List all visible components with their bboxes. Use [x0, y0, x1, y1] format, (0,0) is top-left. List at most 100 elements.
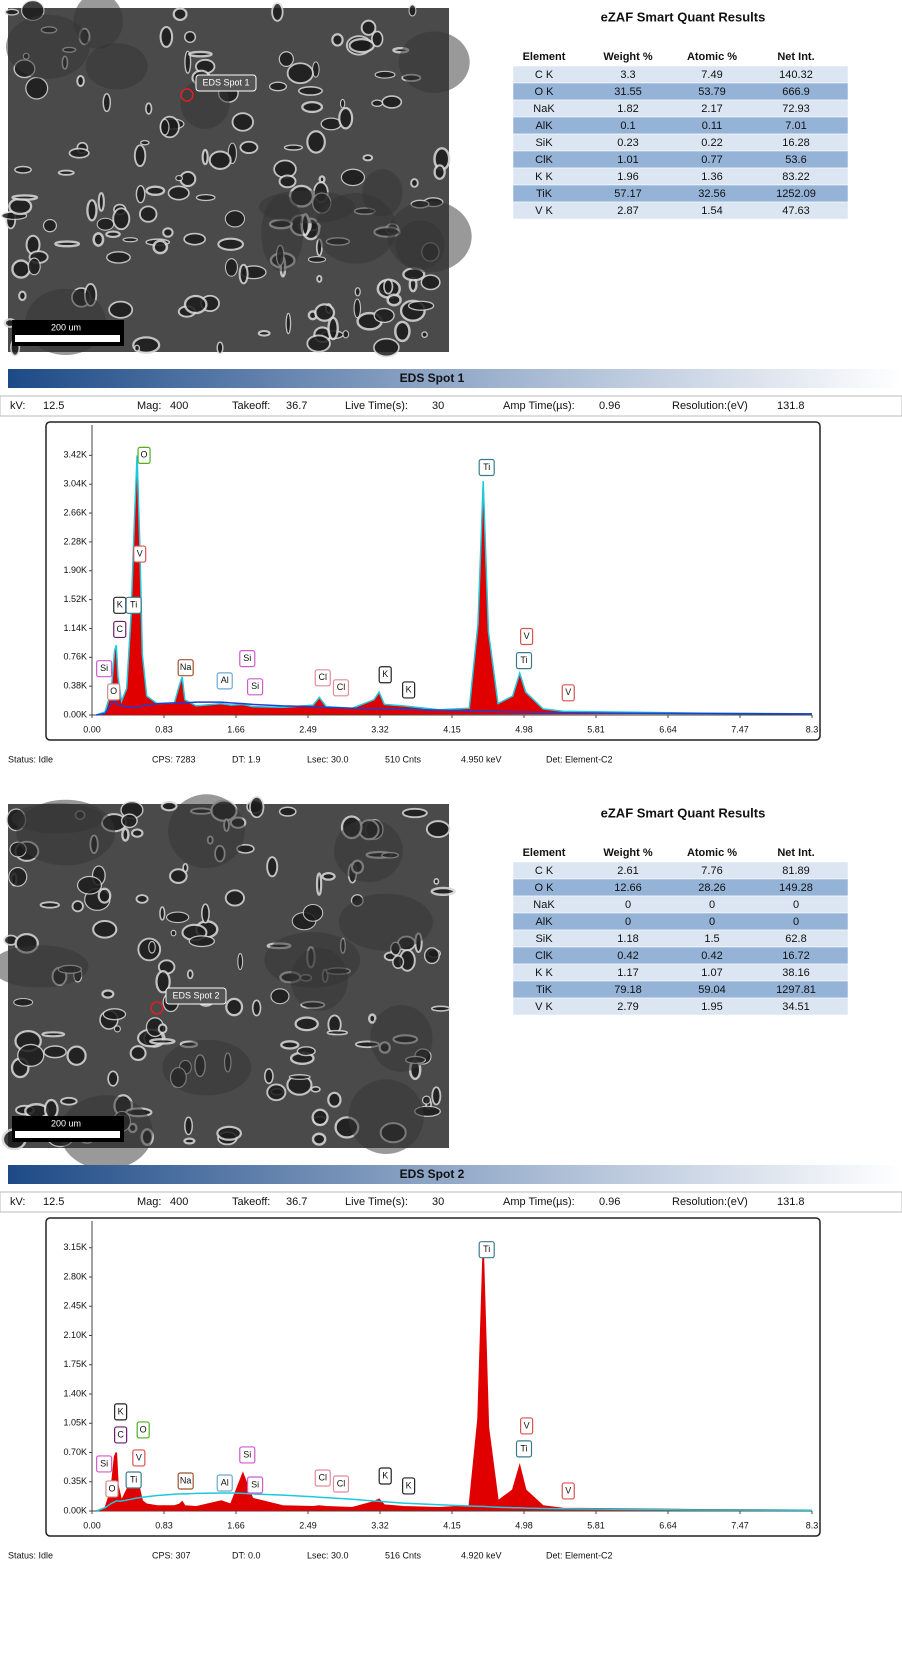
table-cell: 83.22	[782, 171, 810, 183]
sem-pit	[421, 275, 440, 289]
sem-pit	[154, 241, 167, 253]
table-cell: 1.96	[617, 171, 638, 183]
sem-pit	[288, 63, 313, 83]
field-value: 30	[432, 1196, 444, 1208]
header-title: EDS Spot 2	[400, 1167, 465, 1181]
y-tick-label: 0.38K	[63, 681, 87, 691]
table-cell: 2.61	[617, 865, 638, 877]
status-item: Status: Idle	[8, 754, 53, 764]
status-item: DT: 1.9	[232, 754, 261, 764]
sem-pit	[160, 907, 165, 920]
scale-bar	[15, 335, 120, 342]
peak-label: V	[565, 1485, 571, 1495]
table-cell: NaK	[533, 899, 555, 911]
sem-pit	[217, 342, 223, 353]
sem-pit	[146, 103, 152, 114]
field-label: Amp Time(µs):	[503, 400, 575, 412]
sem-pit	[77, 76, 84, 86]
x-tick-label: 6.64	[659, 724, 677, 734]
sem-pit	[363, 155, 372, 160]
sem-patch	[12, 803, 104, 833]
field-label: Amp Time(µs):	[503, 1196, 575, 1208]
sem-pit	[307, 335, 330, 351]
sem-pit	[226, 890, 244, 905]
x-tick-label: 0.00	[83, 724, 101, 734]
sem-pit	[341, 169, 364, 185]
x-tick-label: 2.49	[299, 1520, 317, 1530]
table-cell: 0	[625, 916, 631, 928]
sem-pit	[9, 868, 27, 887]
table-header: Net Int.	[777, 847, 814, 859]
sem-pit	[102, 990, 113, 997]
y-tick-label: 1.90K	[63, 565, 87, 575]
sem-pit	[218, 239, 243, 250]
field-label: Takeoff:	[232, 400, 270, 412]
status-item: CPS: 7283	[152, 754, 196, 764]
table-cell: 0	[793, 916, 799, 928]
sem-pit	[388, 295, 401, 305]
table-cell: 38.16	[782, 967, 810, 979]
sem-pit	[141, 141, 149, 145]
table-cell: 0.42	[701, 950, 722, 962]
sem-pit	[99, 193, 104, 211]
peak-label: V	[565, 687, 571, 697]
sem-pit	[103, 94, 110, 112]
sem-pit	[339, 108, 352, 128]
x-tick-label: 5.81	[587, 1520, 605, 1530]
field-value: 131.8	[777, 400, 805, 412]
table-cell: 2.87	[617, 205, 638, 217]
peak-label: K	[117, 600, 123, 610]
table-cell: 3.3	[620, 69, 635, 81]
table-cell: 7.49	[701, 69, 722, 81]
sem-pit	[250, 797, 264, 817]
table-cell: 59.04	[698, 984, 726, 996]
table-cell: 1.36	[701, 171, 722, 183]
sem-patch	[370, 1005, 432, 1072]
sem-pit	[136, 186, 144, 203]
sem-pit	[78, 877, 102, 895]
sem-pit	[185, 32, 196, 43]
field-value: 400	[170, 1196, 188, 1208]
sem-pit	[280, 807, 296, 816]
sem-pit	[131, 1046, 146, 1060]
sem-pit	[286, 313, 290, 333]
field-value: 12.5	[43, 1196, 64, 1208]
sem-pit	[94, 233, 103, 245]
field-label: Live Time(s):	[345, 1196, 408, 1208]
sem-pit	[93, 921, 116, 938]
table-cell: 2.17	[701, 103, 722, 115]
sem-pit	[375, 71, 395, 78]
field-value: 30	[432, 400, 444, 412]
table-header: Weight %	[603, 51, 653, 63]
sem-pit	[313, 1134, 325, 1145]
sem-pit	[354, 299, 360, 318]
peak-label: Cl	[337, 1478, 346, 1488]
sem-pit	[185, 296, 206, 313]
spot-label: EDS Spot 1	[202, 77, 249, 87]
table-cell: 140.32	[779, 69, 813, 81]
table-cell: C K	[535, 865, 554, 877]
table-cell: 31.55	[614, 86, 642, 98]
sem-pit	[217, 1127, 241, 1140]
table-cell: 0.11	[702, 120, 723, 132]
sem-pit	[107, 252, 130, 263]
y-tick-label: 3.04K	[63, 479, 87, 489]
peak-label: K	[406, 1480, 412, 1490]
sem-pit	[328, 1093, 340, 1107]
sem-patch	[86, 43, 148, 89]
y-tick-label: 3.15K	[63, 1242, 87, 1252]
sem-pit	[350, 39, 374, 52]
sem-patch	[349, 1079, 424, 1154]
table-cell: ClK	[535, 950, 553, 962]
sem-pit	[147, 187, 165, 195]
sem-pit	[106, 232, 119, 237]
sem-pit	[18, 1044, 44, 1066]
x-tick-label: 3.32	[371, 1520, 389, 1530]
field-value: 400	[170, 400, 188, 412]
sem-pit	[184, 234, 205, 245]
sem-pit	[423, 1096, 431, 1104]
sem-pit	[184, 1139, 194, 1144]
table-cell: 7.76	[701, 865, 722, 877]
table-header: Element	[523, 51, 566, 63]
